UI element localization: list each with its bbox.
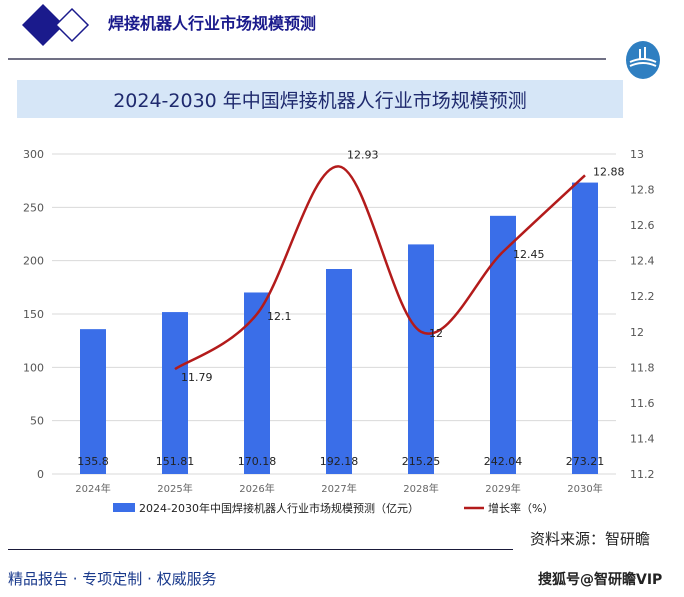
chart: 0 50 100 150 200 250 300 11.2 11.4 11.6 11.8 12 12.2…	[23, 148, 655, 515]
legend-bar-swatch	[113, 503, 135, 512]
right-tick-label: 11.2	[630, 468, 655, 481]
left-tick-label: 200	[23, 255, 44, 268]
footer-slogan: 精品报告 · 专项定制 · 权威服务	[8, 570, 217, 588]
growth-line	[174, 165, 586, 371]
bar-value-label: 242.04	[484, 455, 523, 468]
footer-watermark: 搜狐号@智研瞻VIP	[538, 572, 663, 588]
title-band	[17, 80, 623, 118]
bar-value-label: 170.18	[238, 455, 277, 468]
header-title: 焊接机器人行业市场规模预测	[108, 14, 317, 33]
chart-title: 2024-2030 年中国焊接机器人行业市场规模预测	[113, 90, 527, 112]
growth-value-label: 11.79	[181, 371, 213, 384]
growth-value-label: 12.1	[267, 310, 292, 323]
bar-value-label: 273.21	[566, 455, 605, 468]
right-tick-label: 12.2	[630, 290, 655, 303]
right-tick-label: 11.6	[630, 397, 655, 410]
bar-value-label: 151.81	[156, 455, 195, 468]
left-tick-label: 250	[23, 201, 44, 214]
category-label: 2027年	[321, 482, 356, 495]
footer-divider	[8, 549, 513, 550]
brand-logo-icon	[626, 41, 660, 79]
category-label: 2025年	[157, 482, 192, 495]
right-tick-label: 11.8	[630, 361, 655, 374]
right-tick-label: 13	[630, 148, 644, 161]
category-label: 2024年	[75, 482, 110, 495]
legend-line-label: 增长率（%）	[488, 501, 553, 515]
bar-value-label: 192.18	[320, 455, 359, 468]
bar-value-label: 135.8	[77, 455, 109, 468]
left-tick-label: 150	[23, 308, 44, 321]
bar	[80, 329, 106, 474]
category-label: 2026年	[239, 482, 274, 495]
bar	[490, 215, 516, 474]
category-label: 2030年	[567, 482, 602, 495]
category-label: 2028年	[403, 482, 438, 495]
bar	[162, 312, 188, 474]
right-tick-label: 12.6	[630, 219, 655, 232]
left-tick-label: 50	[30, 415, 44, 428]
right-tick-label: 12.4	[630, 255, 655, 268]
category-label: 2029年	[485, 482, 520, 495]
growth-value-label: 12	[429, 327, 443, 340]
growth-value-label: 12.88	[593, 165, 625, 178]
left-tick-label: 0	[37, 468, 44, 481]
bar	[572, 182, 598, 475]
source-note: 资料来源：智研瞻	[530, 530, 651, 548]
left-tick-label: 300	[23, 148, 44, 161]
left-tick-label: 100	[23, 361, 44, 374]
right-tick-label: 12.8	[630, 184, 655, 197]
right-tick-label: 12	[630, 326, 644, 339]
growth-value-label: 12.93	[347, 148, 379, 161]
bar-value-label: 215.25	[402, 455, 441, 468]
right-tick-label: 11.4	[630, 432, 655, 445]
bar	[408, 244, 434, 474]
logo-diamonds-icon	[8, 4, 606, 60]
growth-value-label: 12.45	[513, 248, 545, 261]
bar	[326, 269, 352, 474]
legend-bar-label: 2024-2030年中国焊接机器人行业市场规模预测（亿元）	[139, 501, 419, 515]
